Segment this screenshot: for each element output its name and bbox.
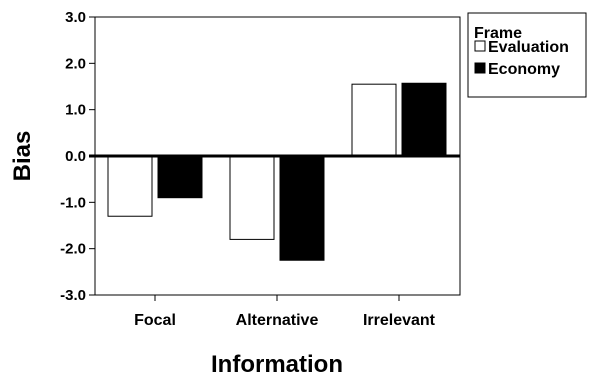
x-axis-title: Information (211, 351, 343, 377)
y-tick-label: 2.0 (65, 55, 86, 72)
legend-swatch-economy (474, 62, 486, 74)
y-tick-label: -1.0 (60, 194, 86, 211)
bar-evaluation-alternative (229, 155, 275, 240)
y-tick-label: 3.0 (65, 9, 86, 26)
legend-box (467, 12, 587, 98)
x-tick-label: Irrelevant (363, 312, 436, 329)
bars-group (107, 82, 447, 261)
y-tick-label: 0.0 (65, 148, 86, 165)
y-axis-title: Bias (9, 131, 36, 182)
bar-economy-irrelevant (401, 82, 447, 157)
y-axis: 3.0 2.0 1.0 0.0 -1.0 -2.0 -3.0 (60, 9, 95, 304)
x-tick-label: Focal (134, 312, 176, 329)
bar-evaluation-focal (107, 155, 153, 217)
legend-label-evaluation: Evaluation (488, 39, 569, 56)
bar-economy-alternative (279, 155, 325, 261)
x-axis: Focal Alternative Irrelevant (134, 295, 436, 329)
y-tick-label: -2.0 (60, 241, 86, 258)
legend-swatch-evaluation (474, 40, 486, 52)
legend: Frame Evaluation Economy (467, 12, 587, 98)
legend-items: Evaluation Economy (474, 39, 569, 78)
y-tick-label: -3.0 (60, 287, 86, 304)
legend-title: Frame (474, 25, 522, 42)
x-tick-label: Alternative (236, 312, 319, 329)
y-tick-label: 1.0 (65, 102, 86, 119)
bar-evaluation-irrelevant (351, 83, 397, 157)
legend-label-economy: Economy (488, 61, 560, 78)
bar-economy-focal (157, 155, 203, 199)
